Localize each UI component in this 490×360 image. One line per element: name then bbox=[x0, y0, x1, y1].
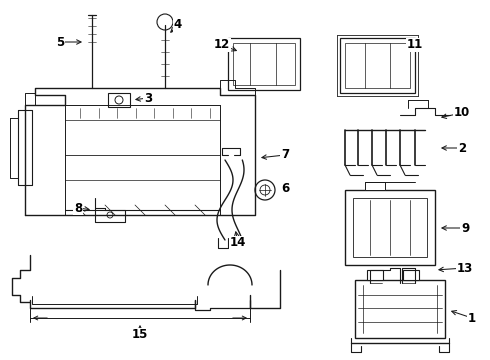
Text: 9: 9 bbox=[461, 221, 469, 234]
Text: 2: 2 bbox=[458, 141, 466, 154]
Text: 4: 4 bbox=[174, 18, 182, 31]
Circle shape bbox=[115, 96, 123, 104]
Bar bbox=[353, 198, 427, 257]
Bar bbox=[345, 43, 410, 88]
Bar bbox=[367, 270, 383, 280]
Text: 3: 3 bbox=[144, 91, 152, 104]
Circle shape bbox=[260, 185, 270, 195]
Text: 1: 1 bbox=[468, 311, 476, 324]
Text: 7: 7 bbox=[281, 148, 289, 162]
Bar bbox=[108, 93, 130, 107]
Text: 12: 12 bbox=[214, 39, 230, 51]
Circle shape bbox=[157, 14, 173, 30]
Circle shape bbox=[255, 180, 275, 200]
Bar bbox=[365, 182, 385, 190]
Circle shape bbox=[107, 212, 113, 218]
Text: 14: 14 bbox=[230, 237, 246, 249]
Text: 15: 15 bbox=[132, 328, 148, 342]
Text: 6: 6 bbox=[281, 181, 289, 194]
Text: 13: 13 bbox=[457, 261, 473, 274]
Bar bbox=[340, 38, 415, 93]
Bar bbox=[345, 190, 435, 265]
Text: 11: 11 bbox=[407, 39, 423, 51]
Text: 10: 10 bbox=[454, 107, 470, 120]
Text: 8: 8 bbox=[74, 202, 82, 215]
Bar bbox=[228, 38, 300, 90]
Bar bbox=[355, 280, 445, 338]
Text: 5: 5 bbox=[56, 36, 64, 49]
Bar bbox=[403, 270, 419, 280]
Bar bbox=[233, 43, 295, 85]
